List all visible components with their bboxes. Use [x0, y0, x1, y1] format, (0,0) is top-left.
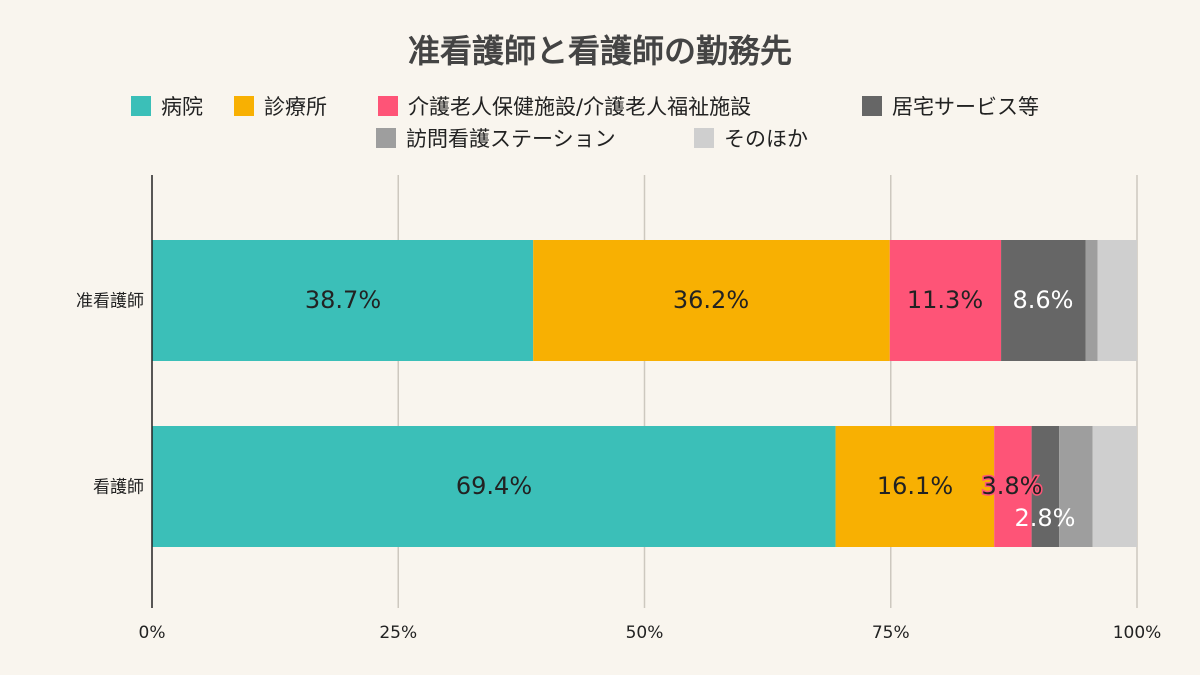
data-label: 16.1%	[877, 472, 953, 500]
data-label: 36.2%	[673, 286, 749, 314]
legend-label: そのほか	[724, 127, 808, 151]
data-label: 38.7%	[305, 286, 381, 314]
category-label: 看護師	[93, 478, 144, 498]
bars	[152, 240, 1137, 547]
x-tick-label: 100%	[1113, 623, 1162, 643]
legend-label: 訪問看護ステーション	[406, 127, 616, 151]
bar-segment	[152, 240, 534, 361]
legend-swatch	[234, 96, 254, 116]
axes: 0% 25% 50% 75% 100%	[139, 175, 1162, 643]
legend-label: 居宅サービス等	[892, 95, 1039, 119]
bar-segment	[1059, 426, 1093, 547]
bar-segment	[1092, 426, 1137, 547]
bar-segment	[533, 240, 890, 361]
legend-label: 介護老人保健施設/介護老人福祉施設	[408, 95, 751, 119]
legend-swatch	[694, 128, 714, 148]
x-tick-label: 50%	[626, 623, 664, 643]
chart-title: 准看護師と看護師の勤務先	[408, 32, 792, 70]
x-tick-label: 75%	[872, 623, 910, 643]
legend-label: 病院	[161, 95, 203, 119]
bar-segment	[1085, 240, 1098, 361]
bar-segment	[1031, 426, 1060, 547]
bar-segment	[1097, 240, 1137, 361]
x-tick-label: 0%	[139, 623, 166, 643]
bar-segment	[835, 426, 995, 547]
data-label: 3.8%	[982, 472, 1043, 500]
legend-label: 診療所	[264, 95, 327, 119]
data-label: 11.3%	[907, 286, 983, 314]
legend-swatch	[376, 128, 396, 148]
legend-swatch	[378, 96, 398, 116]
bar-segment	[152, 426, 836, 547]
data-label: 69.4%	[456, 472, 532, 500]
bar-segment	[1001, 240, 1086, 361]
bar-segment	[994, 426, 1032, 547]
data-label: 8.6%	[1013, 286, 1074, 314]
data-label: 2.8%	[1015, 504, 1076, 532]
category-label: 准看護師	[76, 292, 144, 312]
x-tick-label: 25%	[379, 623, 417, 643]
bar-segment	[889, 240, 1002, 361]
legend-swatch	[131, 96, 151, 116]
legend-swatch	[862, 96, 882, 116]
